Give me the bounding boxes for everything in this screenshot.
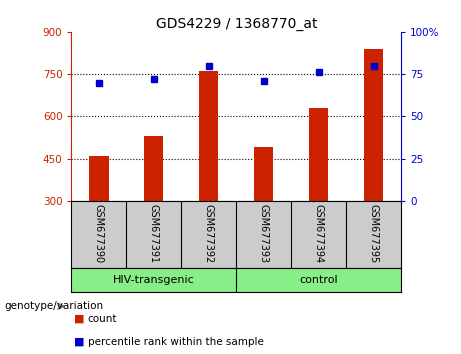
Bar <box>199 71 219 201</box>
Text: GSM677392: GSM677392 <box>204 204 214 263</box>
Text: control: control <box>299 275 338 285</box>
Text: ■: ■ <box>74 314 84 324</box>
Text: GSM677391: GSM677391 <box>149 204 159 263</box>
Text: ■: ■ <box>74 337 84 347</box>
Bar <box>254 147 273 201</box>
Title: GDS4229 / 1368770_at: GDS4229 / 1368770_at <box>155 17 317 31</box>
Text: genotype/variation: genotype/variation <box>5 301 104 311</box>
Text: GSM677393: GSM677393 <box>259 204 269 263</box>
Text: count: count <box>88 314 117 324</box>
Text: GSM677395: GSM677395 <box>369 204 378 263</box>
Text: GSM677390: GSM677390 <box>94 204 104 263</box>
Bar <box>364 49 383 201</box>
Bar <box>89 156 108 201</box>
Bar <box>309 108 328 201</box>
Text: HIV-transgenic: HIV-transgenic <box>113 275 195 285</box>
Bar <box>144 136 164 201</box>
Text: percentile rank within the sample: percentile rank within the sample <box>88 337 264 347</box>
Text: GSM677394: GSM677394 <box>313 204 324 263</box>
